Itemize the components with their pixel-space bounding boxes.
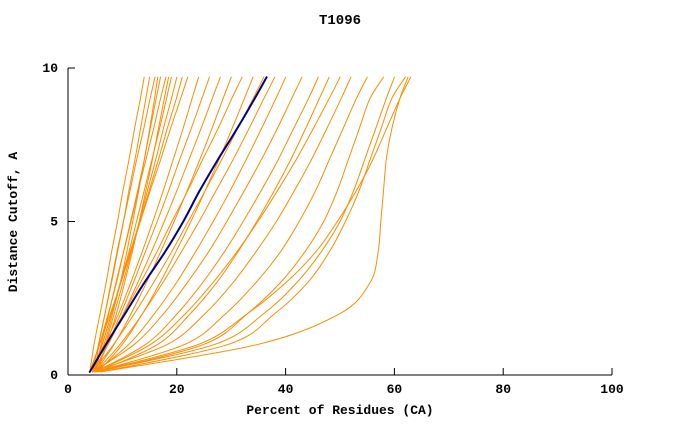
model-curve-11 [94, 76, 170, 373]
model-curve-29 [100, 76, 406, 373]
model-curve-30 [94, 76, 412, 373]
x-tick-label: 40 [278, 382, 294, 397]
model-curve-20 [94, 76, 287, 373]
model-curve-17 [97, 76, 254, 373]
model-curve-02 [92, 76, 151, 373]
x-axis-label: Percent of Residues (CA) [246, 403, 433, 418]
tick-marks [67, 67, 613, 376]
y-tick-label: 0 [50, 368, 58, 383]
y-tick-label: 5 [50, 215, 58, 230]
reference-curve [88, 76, 268, 373]
model-curve-19 [94, 76, 276, 373]
y-tick-label: 10 [42, 61, 58, 76]
model-curve-12 [89, 76, 200, 373]
model-curve-15 [94, 76, 232, 373]
model-curve-09 [94, 76, 189, 373]
model-curve-13 [94, 76, 210, 373]
model-curve-03 [94, 76, 156, 373]
x-tick-label: 20 [169, 382, 185, 397]
chart-title: T1096 [319, 13, 361, 29]
model-curves [88, 76, 412, 373]
model-curve-18 [92, 76, 265, 373]
x-tick-label: 0 [64, 382, 72, 397]
model-curve-05 [94, 76, 167, 373]
y-axis-label: Distance Cutoff, A [6, 152, 21, 293]
model-curve-27 [97, 76, 384, 373]
tick-labels: 0 20 40 60 80 100 0 5 10 [42, 61, 624, 397]
model-curve-26 [94, 76, 368, 373]
x-tick-label: 80 [495, 382, 511, 397]
model-curve-25 [92, 76, 352, 373]
model-curve-21 [92, 76, 303, 373]
model-curve-10 [92, 76, 159, 373]
model-curve-01 [89, 76, 145, 373]
model-curve-28 [94, 76, 395, 373]
model-curve-24 [94, 76, 341, 373]
x-tick-label: 60 [387, 382, 403, 397]
x-tick-label: 100 [600, 382, 624, 397]
model-curve-31 [100, 76, 409, 373]
model-curve-23 [97, 76, 330, 373]
model-curve-22 [94, 76, 319, 373]
